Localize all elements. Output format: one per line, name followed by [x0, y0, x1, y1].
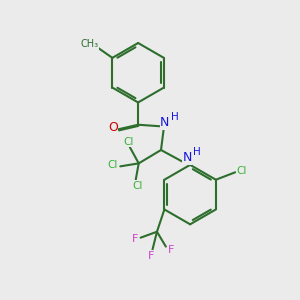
- Text: F: F: [132, 234, 138, 244]
- Text: H: H: [194, 147, 201, 158]
- Text: O: O: [108, 121, 118, 134]
- Text: F: F: [148, 250, 154, 260]
- Text: Cl: Cl: [123, 137, 134, 147]
- Text: N: N: [182, 151, 192, 164]
- Text: Cl: Cl: [108, 160, 118, 170]
- Text: CH₃: CH₃: [80, 40, 98, 50]
- Text: H: H: [171, 112, 179, 122]
- Text: Cl: Cl: [236, 166, 247, 176]
- Text: N: N: [160, 116, 170, 129]
- Text: Cl: Cl: [132, 181, 142, 191]
- Text: F: F: [168, 245, 174, 255]
